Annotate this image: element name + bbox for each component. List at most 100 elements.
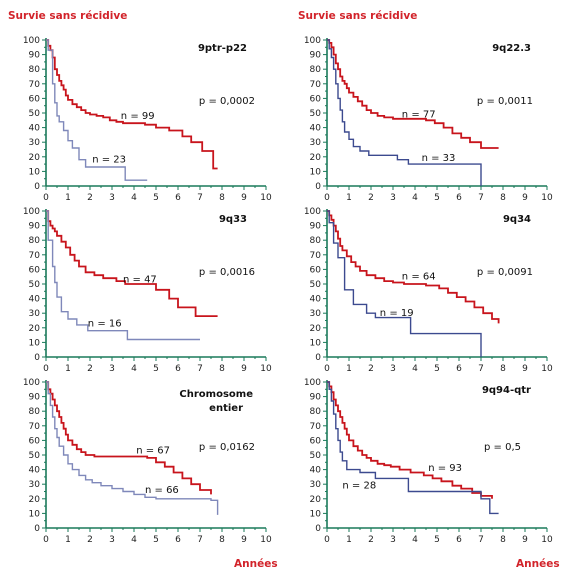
series-count-label: n = 23	[92, 155, 126, 166]
y-tick-label: 20	[310, 153, 322, 163]
x-tick-label: 3	[390, 193, 396, 203]
series-count-label: n = 99	[121, 111, 155, 122]
x-tick-label: 6	[175, 193, 181, 203]
y-tick-label: 90	[310, 51, 322, 61]
km-curve-blue	[46, 381, 219, 515]
series-count-label: n = 93	[428, 463, 462, 474]
x-tick-label: 0	[43, 193, 49, 203]
x-tick-label: 9	[522, 364, 528, 374]
x-tick-label: 4	[412, 193, 418, 203]
km-curve-red	[46, 381, 212, 495]
x-tick-label: 10	[541, 364, 553, 374]
y-tick-label: 90	[29, 393, 41, 403]
x-tick-label: 9	[241, 364, 247, 374]
x-tick-label: 3	[390, 364, 396, 374]
y-tick-label: 40	[29, 295, 41, 305]
x-tick-label: 5	[434, 535, 440, 545]
x-tick-label: 7	[478, 535, 484, 545]
x-tick-label: 1	[346, 364, 352, 374]
y-tick-label: 50	[29, 109, 41, 119]
y-tick-label: 50	[310, 451, 322, 461]
series-count-label: n = 67	[136, 446, 170, 457]
x-tick-label: 10	[260, 535, 272, 545]
x-tick-label: 5	[153, 535, 159, 545]
x-tick-label: 7	[197, 193, 203, 203]
x-tick-label: 8	[219, 364, 225, 374]
y-tick-label: 0	[315, 353, 321, 363]
y-tick-label: 80	[310, 407, 322, 417]
y-tick-label: 70	[29, 422, 41, 432]
y-tick-label: 30	[29, 309, 41, 319]
x-tick-label: 7	[478, 193, 484, 203]
y-tick-label: 50	[310, 280, 322, 290]
p-value-label: p = 0,0091	[477, 267, 533, 278]
series-count-label: n = 47	[123, 275, 157, 286]
y-tick-label: 50	[310, 109, 322, 119]
series-count-label: n = 16	[88, 318, 122, 329]
y-tick-label: 70	[310, 422, 322, 432]
x-tick-label: 5	[434, 193, 440, 203]
panel-title: 9q33	[219, 214, 247, 225]
x-tick-label: 2	[87, 364, 93, 374]
panel-title: 9ptr-p22	[198, 43, 247, 54]
km-curve-red	[46, 210, 218, 317]
p-value-label: p = 0,0002	[199, 96, 255, 107]
km-curve-red	[327, 39, 499, 149]
x-tick-label: 3	[109, 193, 115, 203]
km-curve-red	[327, 381, 493, 499]
y-tick-label: 90	[29, 51, 41, 61]
y-tick-label: 40	[310, 466, 322, 476]
x-tick-label: 7	[197, 364, 203, 374]
x-tick-label: 9	[522, 193, 528, 203]
panel-title: 9q94-qtr	[482, 385, 531, 396]
x-tick-label: 5	[153, 193, 159, 203]
panel-title-line2: entier	[209, 403, 243, 414]
y-tick-label: 100	[23, 36, 40, 46]
y-tick-label: 20	[310, 495, 322, 505]
x-tick-label: 10	[541, 535, 553, 545]
y-tick-label: 80	[29, 407, 41, 417]
km-curve-blue	[46, 39, 148, 181]
y-tick-label: 60	[29, 436, 41, 446]
x-tick-label: 0	[43, 535, 49, 545]
y-tick-label: 0	[315, 182, 321, 192]
y-tick-label: 0	[315, 524, 321, 534]
x-tick-label: 6	[456, 535, 462, 545]
y-tick-label: 50	[29, 451, 41, 461]
x-tick-label: 1	[346, 535, 352, 545]
x-tick-label: 4	[412, 364, 418, 374]
y-tick-label: 0	[34, 182, 40, 192]
y-tick-label: 80	[310, 65, 322, 75]
x-tick-label: 0	[324, 193, 330, 203]
y-tick-label: 90	[310, 393, 322, 403]
x-tick-label: 7	[478, 364, 484, 374]
y-tick-label: 100	[304, 207, 321, 217]
x-tick-label: 2	[368, 364, 374, 374]
y-tick-label: 10	[310, 167, 322, 177]
x-tick-label: 9	[241, 535, 247, 545]
km-curve-blue	[327, 381, 499, 515]
x-tick-label: 2	[87, 535, 93, 545]
x-axis-label-left: Années	[234, 558, 278, 570]
y-tick-label: 10	[310, 509, 322, 519]
series-count-label: n = 77	[402, 109, 436, 120]
p-value-label: p = 0,0016	[199, 267, 255, 278]
x-tick-label: 0	[324, 535, 330, 545]
y-tick-label: 20	[29, 495, 41, 505]
x-tick-label: 5	[153, 364, 159, 374]
x-tick-label: 8	[219, 535, 225, 545]
y-tick-label: 60	[29, 94, 41, 104]
y-tick-label: 100	[304, 36, 321, 46]
x-axis-label-right: Années	[516, 558, 560, 570]
km-curve-blue	[327, 210, 482, 357]
y-tick-label: 100	[23, 378, 40, 388]
x-tick-label: 3	[109, 535, 115, 545]
y-tick-label: 60	[310, 94, 322, 104]
km-curve-blue	[46, 210, 200, 341]
x-tick-label: 3	[109, 364, 115, 374]
y-tick-label: 20	[310, 324, 322, 334]
series-count-label: n = 64	[402, 272, 436, 283]
x-tick-label: 2	[368, 193, 374, 203]
x-tick-label: 6	[456, 364, 462, 374]
